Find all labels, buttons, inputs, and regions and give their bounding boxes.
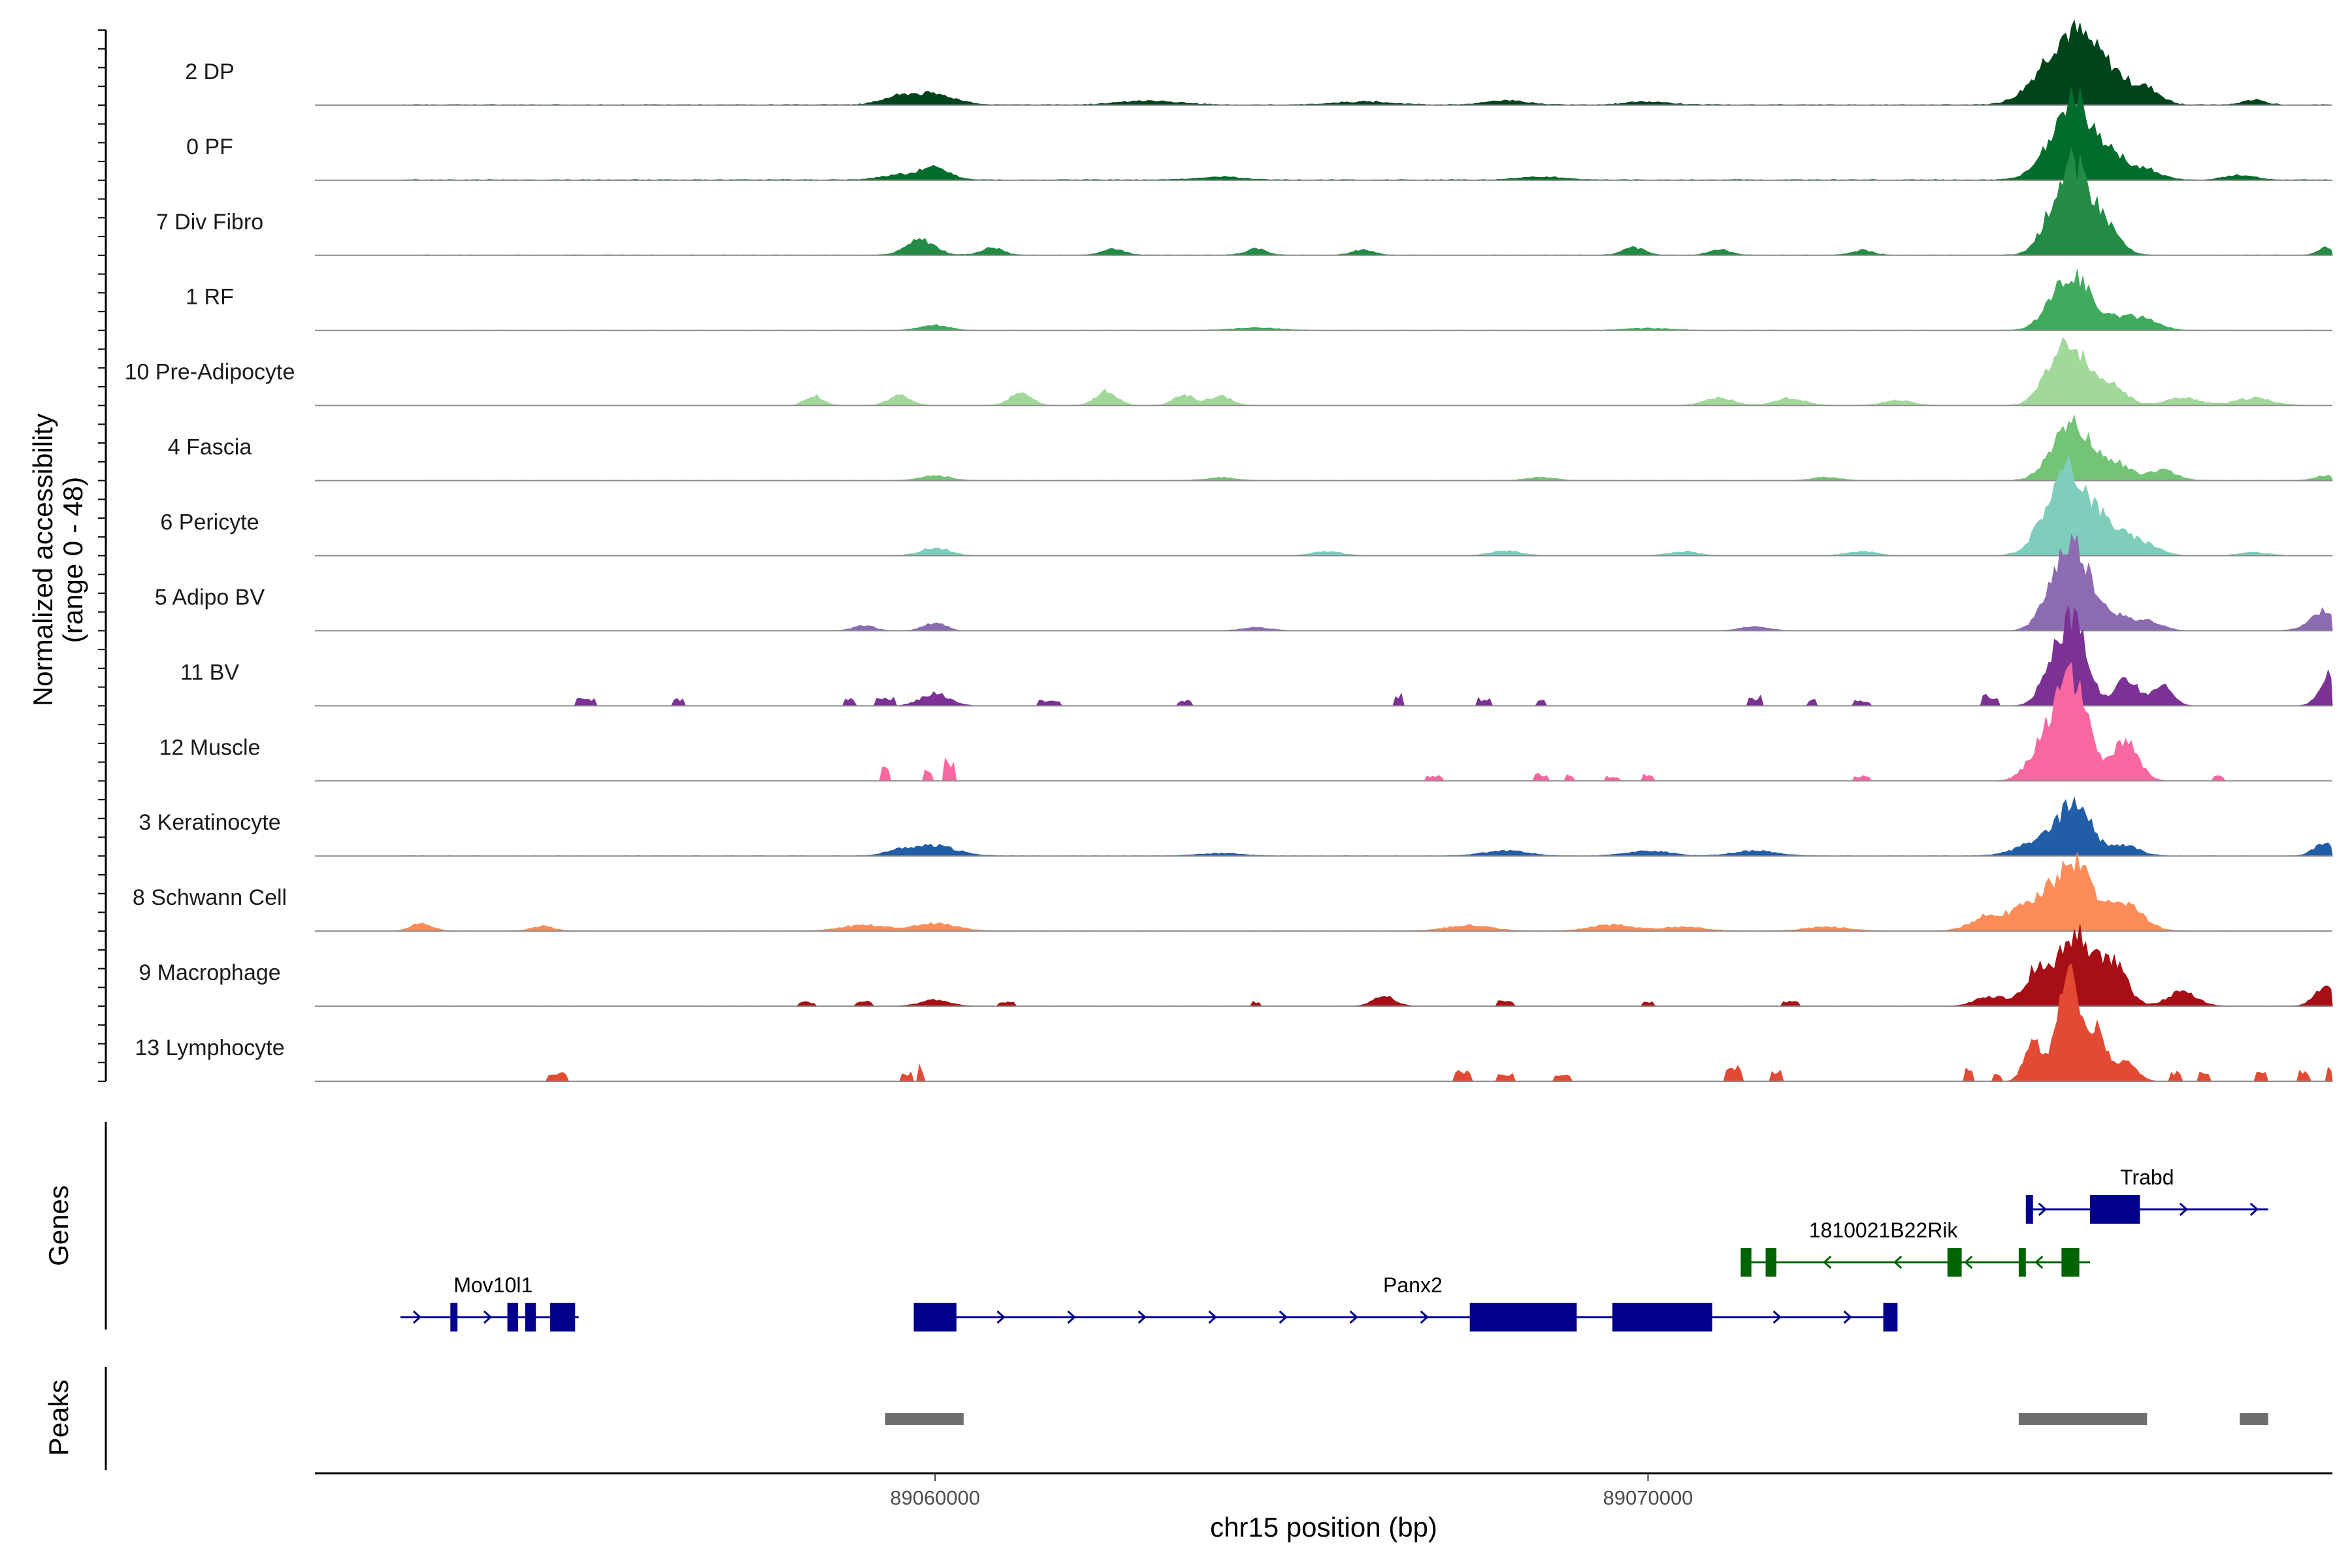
strand-arrow [996, 1310, 1005, 1324]
y-axis-ticks [98, 29, 106, 1082]
strand-arrow [1823, 1255, 1832, 1269]
gene-exon [1947, 1248, 1962, 1277]
track-label: 1 RF [186, 285, 234, 310]
track-9-macrophage: 9 Macrophage [139, 924, 2333, 1007]
gene-exon [1612, 1303, 1712, 1331]
gene-panx2: Panx2 [913, 1273, 1898, 1331]
gene-exon [1765, 1248, 1776, 1277]
track-label: 3 Keratinocyte [139, 810, 280, 835]
gene-exon [1740, 1248, 1752, 1277]
peak-region [885, 1413, 964, 1425]
gene-exon [1469, 1303, 1577, 1331]
strand-arrow [2034, 1255, 2044, 1269]
track-label: 8 Schwann Cell [133, 885, 287, 910]
track-label: 4 Fascia [168, 435, 252, 460]
gene-label: Trabd [2120, 1166, 2174, 1189]
track-label: 7 Div Fibro [156, 210, 263, 235]
gene-exon [550, 1303, 576, 1331]
peak-region [2018, 1413, 2148, 1425]
track-12-muscle: 12 Muscle [159, 662, 2332, 782]
track-label: 10 Pre-Adipocyte [125, 360, 295, 385]
strand-arrow [2038, 1202, 2048, 1217]
gene-label: Panx2 [1383, 1273, 1443, 1297]
track-label: 6 Pericyte [160, 510, 259, 535]
track-label: 0 PF [186, 135, 233, 159]
strand-arrow [2179, 1202, 2189, 1217]
gene-exon [913, 1303, 957, 1331]
strand-arrow [483, 1310, 493, 1324]
gene-exon [2018, 1248, 2026, 1277]
strand-arrow [1067, 1310, 1076, 1324]
track-label: 13 Lymphocyte [135, 1036, 284, 1060]
track-label: 11 BV [180, 660, 239, 685]
track-7-div-fibro: 7 Div Fibro [156, 148, 2333, 256]
x-axis-ticks: 89060000 89070000 [890, 1473, 1693, 1509]
strand-arrow [2249, 1202, 2259, 1217]
strand-arrow [1964, 1255, 1973, 1269]
peak-regions [885, 1413, 2268, 1425]
strand-arrow [1893, 1255, 1903, 1269]
track-4-fascia: 4 Fascia [168, 414, 2333, 482]
gene-exon [2090, 1195, 2140, 1224]
y-axis-title: Normalized accessibility [27, 414, 58, 706]
strand-arrow [1843, 1310, 1852, 1324]
gene-label: Mov10l1 [453, 1273, 532, 1297]
gene-trabd: Trabd [2025, 1166, 2268, 1224]
track-2-dp: 2 DP [185, 19, 2333, 106]
strand-arrow [1420, 1310, 1429, 1324]
track-3-keratinocyte: 3 Keratinocyte [139, 796, 2333, 857]
y-axis-title-range: (range 0 - 48) [57, 477, 88, 643]
track-8-schwann-cell: 8 Schwann Cell [133, 852, 2333, 932]
strand-arrow [1137, 1310, 1147, 1324]
x-tick-label: 89070000 [1603, 1486, 1693, 1509]
genes-panel-title: Genes [43, 1185, 74, 1266]
strand-arrow [1349, 1310, 1358, 1324]
coverage-tracks: 2 DP 0 PF 7 Div Fibro 1 RF 10 Pre-Adipocyte 4… [125, 19, 2333, 1082]
track-0-pf: 0 PF [186, 86, 2333, 181]
track-13-lymphocyte: 13 Lymphocyte [135, 963, 2333, 1082]
track-11-bv: 11 BV [180, 606, 2333, 707]
gene-exon [507, 1303, 518, 1331]
gene-models: Mov10l1 Panx2 1810021B22Rik Trabd [400, 1166, 2268, 1331]
peak-region [2240, 1413, 2268, 1425]
gene-exon [2061, 1248, 2080, 1277]
gene-label: 1810021B22Rik [1809, 1218, 1959, 1242]
gene-exon [2025, 1195, 2033, 1224]
track-label: 12 Muscle [159, 735, 261, 760]
track-5-adipo-bv: 5 Adipo BV [155, 534, 2333, 632]
track-label: 9 Macrophage [139, 960, 280, 985]
x-tick-label: 89060000 [890, 1486, 980, 1509]
peaks-panel-title: Peaks [43, 1380, 74, 1456]
gene-mov10l1: Mov10l1 [400, 1273, 579, 1331]
track-6-pericyte: 6 Pericyte [160, 455, 2333, 557]
gene-exon [1883, 1303, 1898, 1331]
gene-exon [450, 1303, 458, 1331]
strand-arrow [1208, 1310, 1217, 1324]
gene-1810021b22rik: 1810021B22Rik [1740, 1218, 2091, 1277]
strand-arrow [1279, 1310, 1288, 1324]
strand-arrow [1772, 1310, 1782, 1324]
x-axis-title: chr15 position (bp) [1210, 1512, 1437, 1543]
track-label: 5 Adipo BV [155, 585, 265, 610]
track-1-rf: 1 RF [186, 269, 2333, 331]
strand-arrow [412, 1310, 422, 1324]
gene-exon [525, 1303, 536, 1331]
track-label: 2 DP [185, 59, 235, 84]
track-10-pre-adipocyte: 10 Pre-Adipocyte [125, 336, 2332, 406]
